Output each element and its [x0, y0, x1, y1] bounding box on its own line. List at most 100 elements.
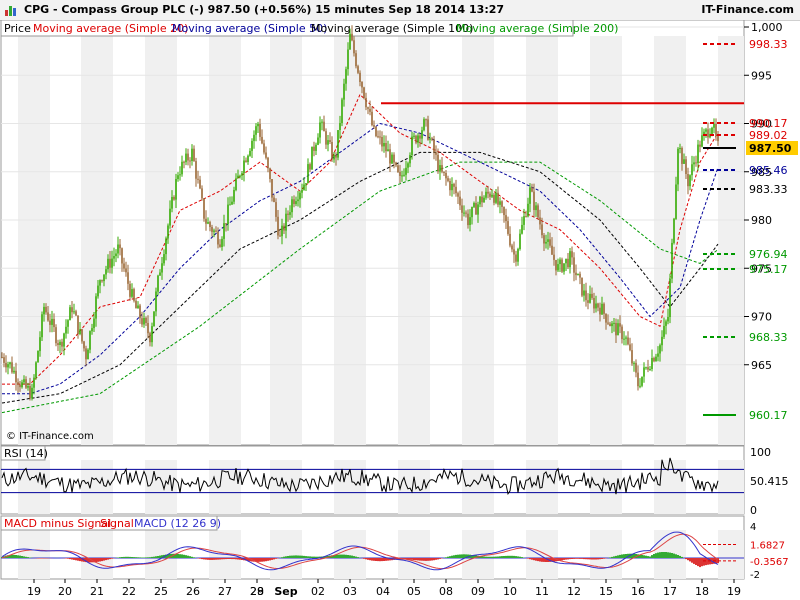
macd-hist-bar — [425, 558, 427, 561]
candle-body — [405, 167, 407, 175]
macd-hist-bar — [497, 556, 499, 558]
x-tick-label: 22 — [122, 585, 136, 598]
day-band — [334, 530, 366, 579]
macd-hist-bar — [435, 558, 437, 560]
macd-marker-label: 1.6827 — [750, 541, 785, 552]
candle-body — [617, 323, 619, 336]
macd-label-macd: MACD (12 26 9) — [134, 517, 221, 530]
macd-hist-bar — [369, 558, 371, 561]
macd-hist-bar — [65, 558, 67, 559]
macd-hist-bar — [467, 554, 469, 558]
chart-canvas: Price Moving average (Simple 20) Moving … — [0, 20, 798, 598]
candle-body — [561, 259, 563, 272]
candle-body — [687, 174, 689, 187]
candle-body — [13, 370, 15, 373]
candle-body — [429, 138, 431, 140]
candle-body — [425, 119, 427, 121]
macd-hist-bar — [27, 557, 29, 558]
x-tick-label: 29 — [250, 585, 264, 598]
candle-body — [267, 157, 269, 169]
candle-body — [69, 307, 71, 321]
candle-body — [577, 273, 579, 276]
macd-hist-bar — [141, 557, 143, 558]
macd-hist-bar — [677, 555, 679, 558]
candle-body — [385, 143, 387, 152]
candle-body — [51, 318, 53, 325]
macd-hist-bar — [223, 558, 225, 560]
macd-hist-bar — [465, 554, 467, 558]
macd-hist-bar — [215, 558, 217, 560]
candle-body — [239, 175, 241, 177]
candle-body — [307, 164, 309, 184]
candle-body — [311, 146, 313, 170]
candle-body — [75, 311, 77, 316]
candle-body — [163, 254, 165, 264]
macd-hist-bar — [149, 557, 151, 558]
macd-hist-bar — [107, 558, 109, 560]
macd-hist-bar — [23, 556, 25, 558]
candle-body — [497, 192, 499, 205]
legend-price: Price — [4, 22, 31, 35]
macd-hist-bar — [193, 557, 195, 558]
macd-hist-bar — [117, 557, 119, 558]
candle-body — [49, 320, 51, 325]
rsi-line — [1, 457, 719, 496]
macd-hist-bar — [381, 558, 383, 562]
macd-hist-bar — [367, 558, 369, 560]
macd-hist-bar — [201, 558, 203, 560]
macd-hist-bar — [93, 558, 95, 563]
macd-hist-bar — [213, 558, 215, 560]
macd-marker-label: -0.3567 — [750, 557, 789, 568]
macd-hist-bar — [569, 558, 571, 560]
candle-body — [375, 126, 377, 137]
marker-label: 990.17 — [749, 117, 788, 130]
candle-body — [463, 212, 465, 214]
candle-body — [693, 162, 695, 165]
candle-body — [91, 328, 93, 332]
candle-body — [181, 161, 183, 175]
candle-body — [283, 225, 285, 231]
macd-hist-bar — [591, 558, 593, 560]
macd-hist-bar — [333, 555, 335, 558]
macd-hist-bar — [315, 556, 317, 558]
macd-hist-bar — [285, 556, 287, 558]
macd-hist-bar — [185, 555, 187, 558]
candle-body — [71, 307, 73, 313]
candle-body — [431, 138, 433, 140]
candle-body — [149, 333, 151, 343]
macd-hist-bar — [449, 556, 451, 558]
x-tick-label: 02 — [311, 585, 325, 598]
macd-hist-bar — [139, 557, 141, 558]
last-price-box — [746, 141, 798, 155]
candle-body — [703, 131, 705, 136]
candle-body — [1, 357, 3, 358]
candle-body — [67, 320, 69, 327]
candle-body — [21, 382, 23, 388]
macd-hist-bar — [493, 556, 495, 558]
y-tick-label: 980 — [751, 214, 772, 227]
candle-body — [141, 318, 143, 325]
day-band — [718, 460, 744, 514]
candle-body — [79, 329, 81, 334]
candle-body — [183, 161, 185, 163]
candle-body — [343, 83, 345, 100]
macd-hist-bar — [531, 558, 533, 560]
candle-body — [367, 107, 369, 109]
macd-hist-bar — [517, 556, 519, 558]
title-bar: CPG - Compass Group PLC (-) 987.50 (+0.5… — [0, 0, 800, 21]
rsi-title: RSI (14) — [4, 447, 48, 460]
candle-body — [417, 135, 419, 143]
candle-body — [101, 280, 103, 282]
macd-hist-bar — [387, 558, 389, 561]
candle-body — [265, 152, 267, 158]
macd-hist-bar — [507, 555, 509, 558]
candle-body — [415, 135, 417, 143]
candle-body — [95, 296, 97, 319]
macd-hist-bar — [259, 558, 261, 562]
day-band — [718, 36, 744, 445]
macd-hist-bar — [511, 555, 513, 558]
candle-body — [365, 97, 367, 108]
candle-body — [485, 191, 487, 198]
macd-hist-bar — [643, 555, 645, 558]
candle-body — [55, 327, 57, 344]
